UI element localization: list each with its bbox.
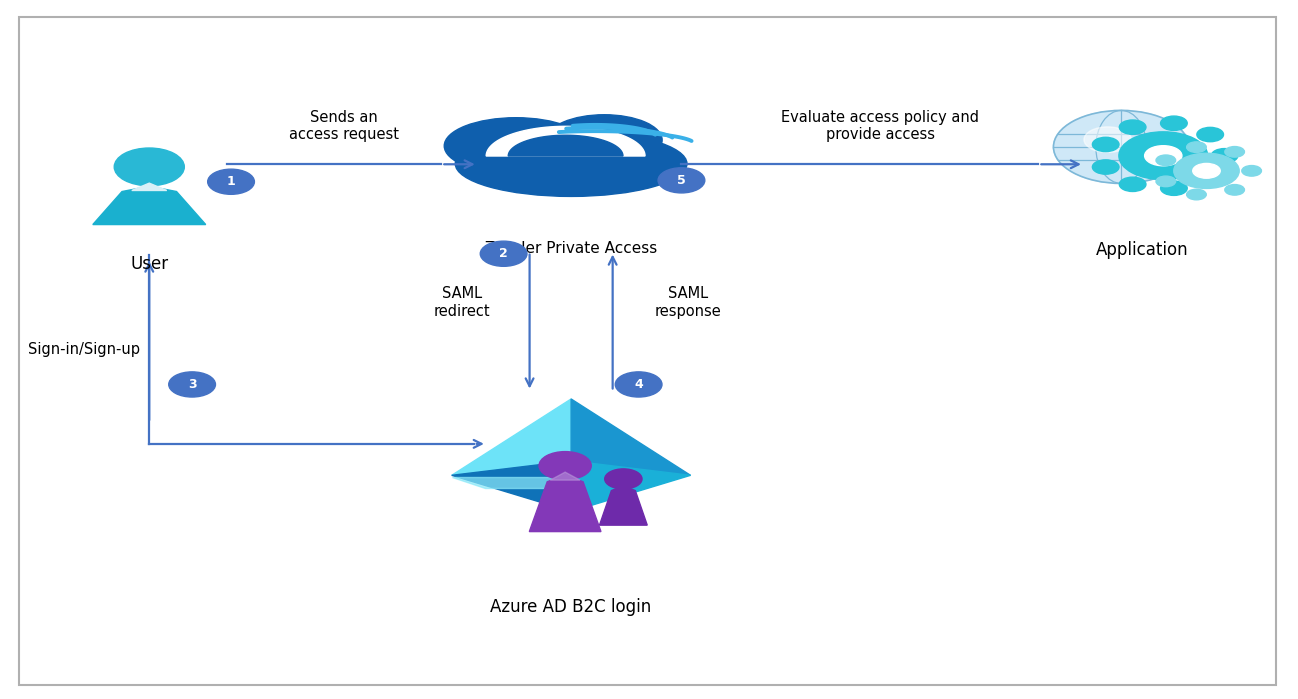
Circle shape bbox=[1225, 185, 1245, 195]
Polygon shape bbox=[530, 475, 601, 531]
Circle shape bbox=[208, 169, 254, 194]
Circle shape bbox=[1242, 166, 1262, 176]
Polygon shape bbox=[571, 461, 691, 512]
Circle shape bbox=[1145, 145, 1182, 166]
Text: 5: 5 bbox=[678, 174, 685, 187]
Text: 2: 2 bbox=[500, 247, 508, 260]
Circle shape bbox=[1211, 149, 1238, 163]
Polygon shape bbox=[600, 486, 648, 525]
Text: 4: 4 bbox=[635, 378, 643, 391]
Text: Sends an
access request: Sends an access request bbox=[289, 110, 398, 142]
Text: Evaluate access policy and
provide access: Evaluate access policy and provide acces… bbox=[781, 110, 979, 142]
Circle shape bbox=[1193, 164, 1220, 178]
Ellipse shape bbox=[456, 131, 687, 196]
Circle shape bbox=[1157, 155, 1176, 166]
Polygon shape bbox=[452, 461, 571, 512]
Ellipse shape bbox=[444, 117, 588, 174]
Circle shape bbox=[658, 168, 705, 193]
Text: SAML
response: SAML response bbox=[654, 287, 722, 319]
Circle shape bbox=[1160, 116, 1188, 131]
Ellipse shape bbox=[546, 115, 662, 165]
Circle shape bbox=[1093, 160, 1119, 174]
Polygon shape bbox=[550, 472, 580, 480]
Text: User: User bbox=[130, 255, 169, 273]
Polygon shape bbox=[571, 399, 691, 475]
Circle shape bbox=[1186, 142, 1206, 152]
Circle shape bbox=[1119, 177, 1146, 192]
Circle shape bbox=[1119, 120, 1146, 134]
Circle shape bbox=[1157, 176, 1176, 187]
Text: Application: Application bbox=[1096, 241, 1189, 259]
Circle shape bbox=[1197, 170, 1224, 184]
Circle shape bbox=[1093, 137, 1119, 152]
Text: SAML
redirect: SAML redirect bbox=[434, 287, 491, 319]
Circle shape bbox=[605, 469, 643, 489]
Polygon shape bbox=[93, 186, 205, 224]
Polygon shape bbox=[487, 127, 645, 156]
Text: Zscaler Private Access: Zscaler Private Access bbox=[485, 241, 657, 256]
Polygon shape bbox=[452, 477, 571, 488]
Circle shape bbox=[1054, 110, 1189, 183]
Text: Sign-in/Sign-up: Sign-in/Sign-up bbox=[29, 342, 140, 357]
Polygon shape bbox=[132, 183, 166, 191]
Circle shape bbox=[1119, 132, 1207, 180]
Text: 1: 1 bbox=[227, 175, 235, 188]
Circle shape bbox=[1186, 189, 1206, 200]
Circle shape bbox=[1160, 181, 1188, 196]
Circle shape bbox=[169, 372, 215, 397]
Text: Azure AD B2C login: Azure AD B2C login bbox=[491, 598, 652, 616]
Text: 3: 3 bbox=[188, 378, 196, 391]
Circle shape bbox=[114, 148, 184, 186]
Circle shape bbox=[1173, 153, 1240, 189]
Polygon shape bbox=[452, 399, 571, 475]
Circle shape bbox=[1084, 127, 1132, 152]
Circle shape bbox=[539, 452, 592, 480]
FancyBboxPatch shape bbox=[19, 17, 1276, 685]
Circle shape bbox=[1225, 147, 1245, 157]
Circle shape bbox=[480, 241, 527, 266]
Circle shape bbox=[1197, 127, 1224, 142]
Polygon shape bbox=[509, 135, 623, 156]
Circle shape bbox=[615, 372, 662, 397]
